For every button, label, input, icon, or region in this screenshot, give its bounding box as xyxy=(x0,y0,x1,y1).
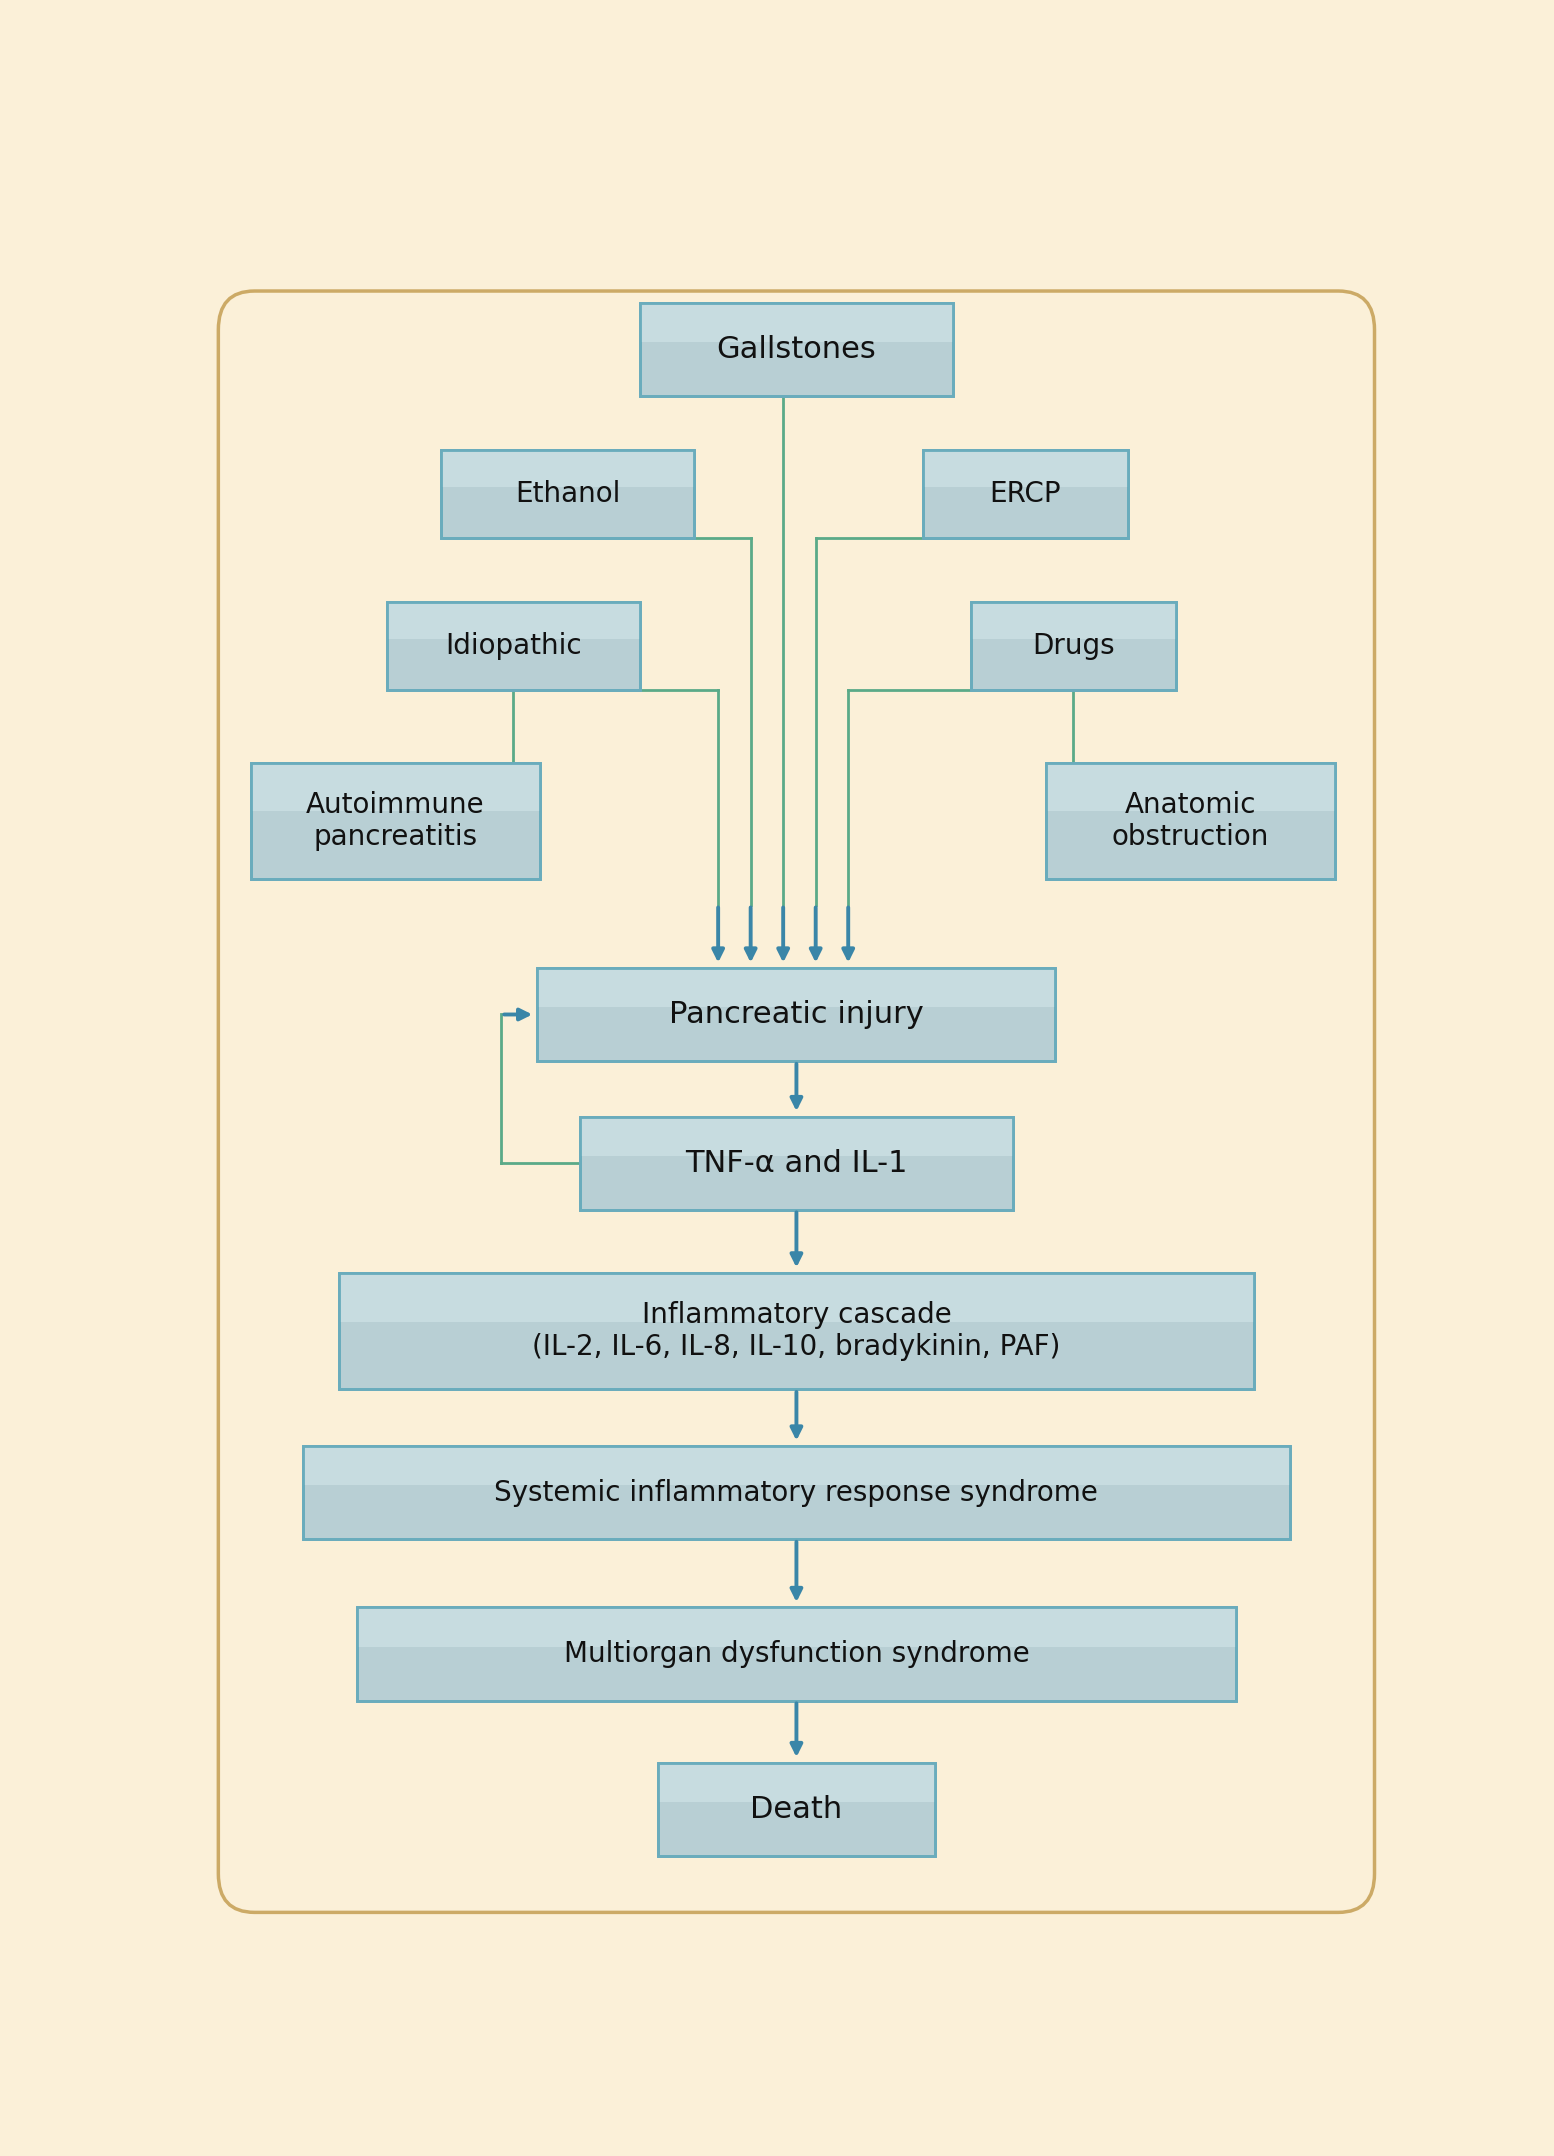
FancyBboxPatch shape xyxy=(538,968,1055,1061)
Text: Death: Death xyxy=(751,1794,842,1824)
FancyBboxPatch shape xyxy=(387,602,640,640)
Text: Idiopathic: Idiopathic xyxy=(444,632,581,660)
FancyBboxPatch shape xyxy=(971,602,1176,690)
FancyBboxPatch shape xyxy=(250,763,539,880)
FancyBboxPatch shape xyxy=(303,1447,1290,1539)
FancyBboxPatch shape xyxy=(1046,763,1335,880)
FancyBboxPatch shape xyxy=(1046,763,1335,811)
FancyBboxPatch shape xyxy=(580,1117,1013,1156)
FancyBboxPatch shape xyxy=(339,1272,1254,1322)
FancyBboxPatch shape xyxy=(640,302,953,341)
FancyBboxPatch shape xyxy=(303,1447,1290,1485)
FancyBboxPatch shape xyxy=(250,763,539,811)
Text: ERCP: ERCP xyxy=(990,481,1061,509)
Text: Gallstones: Gallstones xyxy=(716,334,876,364)
Text: Drugs: Drugs xyxy=(1032,632,1114,660)
FancyBboxPatch shape xyxy=(441,451,695,487)
FancyBboxPatch shape xyxy=(923,451,1128,487)
FancyBboxPatch shape xyxy=(387,602,640,690)
FancyBboxPatch shape xyxy=(657,1761,936,1802)
Text: Pancreatic injury: Pancreatic injury xyxy=(670,1000,923,1028)
FancyBboxPatch shape xyxy=(357,1608,1235,1701)
FancyBboxPatch shape xyxy=(339,1272,1254,1388)
FancyBboxPatch shape xyxy=(441,451,695,537)
FancyBboxPatch shape xyxy=(971,602,1176,640)
Text: Systemic inflammatory response syndrome: Systemic inflammatory response syndrome xyxy=(494,1479,1099,1507)
Text: Inflammatory cascade
(IL-2, IL-6, IL-8, IL-10, bradykinin, PAF): Inflammatory cascade (IL-2, IL-6, IL-8, … xyxy=(531,1300,1061,1360)
FancyBboxPatch shape xyxy=(640,302,953,397)
FancyBboxPatch shape xyxy=(657,1761,936,1856)
FancyBboxPatch shape xyxy=(580,1117,1013,1210)
FancyBboxPatch shape xyxy=(923,451,1128,537)
Text: Autoimmune
pancreatitis: Autoimmune pancreatitis xyxy=(306,791,485,852)
Text: Anatomic
obstruction: Anatomic obstruction xyxy=(1111,791,1270,852)
FancyBboxPatch shape xyxy=(538,968,1055,1007)
Text: Ethanol: Ethanol xyxy=(514,481,620,509)
Text: Multiorgan dysfunction syndrome: Multiorgan dysfunction syndrome xyxy=(564,1641,1029,1669)
FancyBboxPatch shape xyxy=(357,1608,1235,1647)
Text: TNF-α and IL-1: TNF-α and IL-1 xyxy=(685,1149,908,1177)
